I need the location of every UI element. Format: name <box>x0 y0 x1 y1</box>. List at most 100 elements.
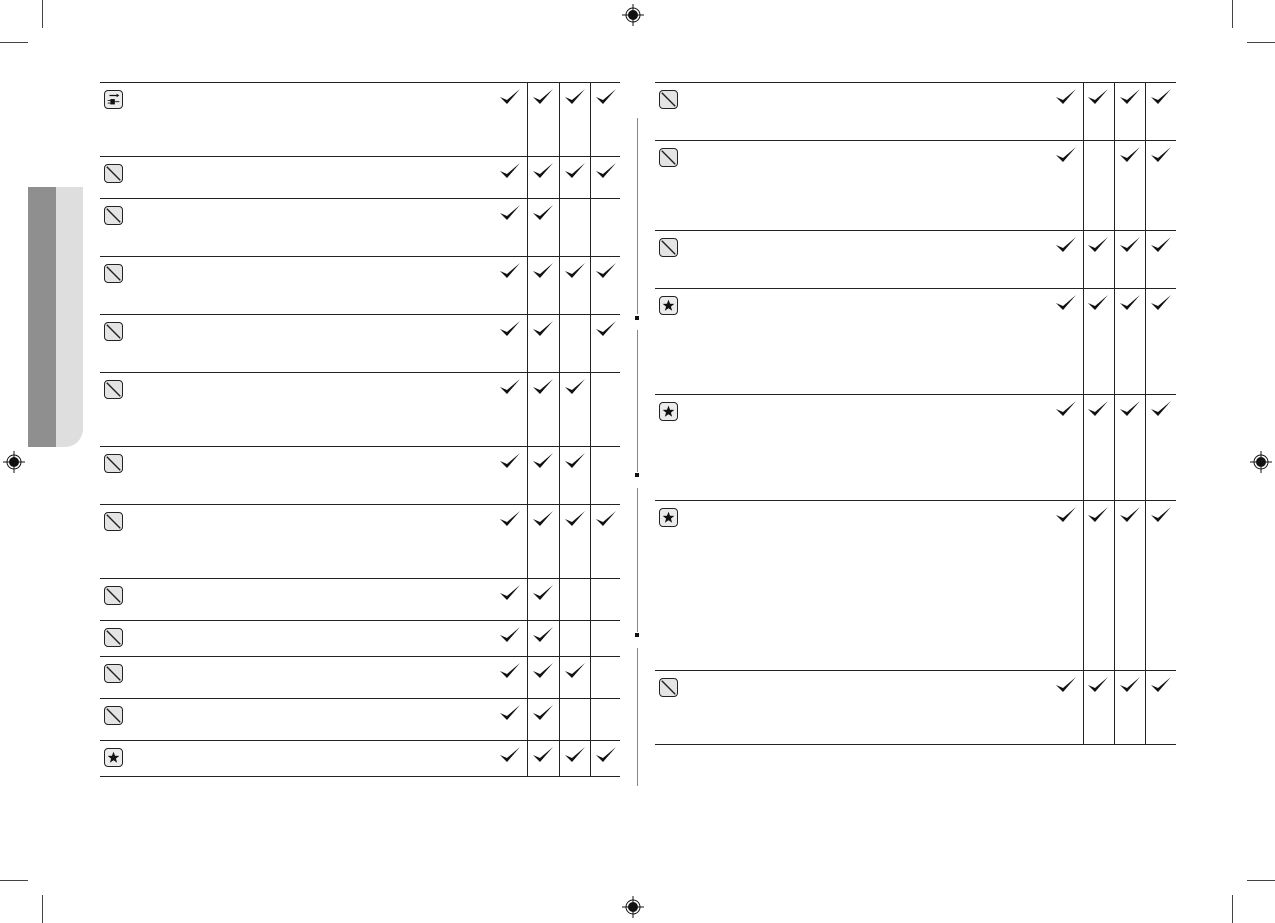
checkmark-icon <box>1056 401 1076 416</box>
checkmark-icon <box>500 663 520 678</box>
column-divider <box>1114 395 1115 500</box>
checkmark-icon <box>533 379 553 394</box>
column-divider <box>559 373 560 446</box>
column-divider <box>527 657 528 698</box>
column-divider <box>1083 141 1084 230</box>
column-divider <box>590 157 591 198</box>
checkmark-icon <box>1151 147 1171 162</box>
checkmark-icon <box>1056 89 1076 104</box>
checkmark-icon <box>533 627 553 642</box>
checkmark-icon <box>533 705 553 720</box>
column-divider <box>590 699 591 740</box>
checkmark-icon <box>533 747 553 762</box>
column-divider <box>1114 141 1115 230</box>
table-row <box>100 83 620 157</box>
column-divider <box>527 699 528 740</box>
checkmark-icon <box>1056 147 1076 162</box>
table-row <box>100 657 620 699</box>
checkmark-icon <box>596 747 616 762</box>
checkmark-icon <box>533 263 553 278</box>
column-divider <box>1145 231 1146 288</box>
column-divider <box>527 157 528 198</box>
checkmark-icon <box>500 453 520 468</box>
column-divider <box>527 621 528 656</box>
checkmark-icon <box>596 263 616 278</box>
slash-icon <box>104 380 123 399</box>
crop-mark <box>42 0 43 28</box>
slash-icon <box>659 238 678 257</box>
column-divider <box>1114 83 1115 140</box>
center-divider <box>637 488 638 632</box>
table-row <box>100 157 620 199</box>
registration-mark-icon <box>622 4 644 26</box>
column-divider <box>559 657 560 698</box>
section-tab-dark <box>28 187 56 447</box>
crop-mark <box>0 880 28 881</box>
checkmark-icon <box>533 511 553 526</box>
checkmark-icon <box>1056 237 1076 252</box>
table-row <box>655 395 1176 501</box>
column-divider <box>1114 671 1115 744</box>
checkmark-icon <box>1088 507 1108 522</box>
checkmark-icon <box>1056 677 1076 692</box>
column-divider <box>590 83 591 156</box>
checkmark-icon <box>1120 401 1140 416</box>
checkmark-icon <box>1120 147 1140 162</box>
star-icon <box>659 402 678 421</box>
column-divider <box>590 373 591 446</box>
checkmark-icon <box>565 663 585 678</box>
column-divider <box>527 315 528 372</box>
column-divider <box>559 621 560 656</box>
checkmark-icon <box>596 89 616 104</box>
checkmark-icon <box>596 511 616 526</box>
checkmark-icon <box>500 321 520 336</box>
table-row <box>100 199 620 257</box>
column-divider <box>527 447 528 504</box>
column-divider <box>590 579 591 620</box>
checkmark-icon <box>533 321 553 336</box>
crop-mark <box>1247 42 1275 43</box>
center-divider <box>637 118 638 314</box>
divider-marker <box>635 473 639 477</box>
checkmark-icon <box>596 163 616 178</box>
table-row <box>655 501 1176 671</box>
slash-icon <box>104 664 123 683</box>
crop-mark <box>1247 880 1275 881</box>
registration-mark-icon <box>3 451 25 473</box>
table-row <box>655 231 1176 289</box>
column-divider <box>1145 141 1146 230</box>
column-divider <box>559 505 560 578</box>
column-divider <box>527 579 528 620</box>
checkmark-icon <box>565 89 585 104</box>
checkmark-icon <box>565 263 585 278</box>
slash-icon <box>104 706 123 725</box>
checkmark-icon <box>1056 507 1076 522</box>
checkmark-icon <box>1151 295 1171 310</box>
column-divider <box>1145 289 1146 394</box>
column-divider <box>559 447 560 504</box>
column-divider <box>1145 83 1146 140</box>
column-divider <box>590 447 591 504</box>
table-row <box>655 671 1176 745</box>
column-divider <box>527 505 528 578</box>
checkmark-icon <box>500 379 520 394</box>
column-divider <box>1145 501 1146 670</box>
column-divider <box>559 83 560 156</box>
table-row <box>100 447 620 505</box>
section-tab-light <box>56 187 83 447</box>
column-divider <box>1083 83 1084 140</box>
divider-marker <box>635 633 639 637</box>
center-divider <box>637 330 638 472</box>
checkmark-icon <box>1151 507 1171 522</box>
column-divider <box>559 257 560 314</box>
column-divider <box>527 741 528 776</box>
checkmark-icon <box>500 89 520 104</box>
checkmark-icon <box>533 585 553 600</box>
slash-icon <box>104 628 123 647</box>
checkmark-icon <box>533 89 553 104</box>
column-divider <box>527 373 528 446</box>
column-divider <box>1083 395 1084 500</box>
slash-icon <box>659 678 678 697</box>
table-row <box>100 257 620 315</box>
checkmark-icon <box>533 663 553 678</box>
